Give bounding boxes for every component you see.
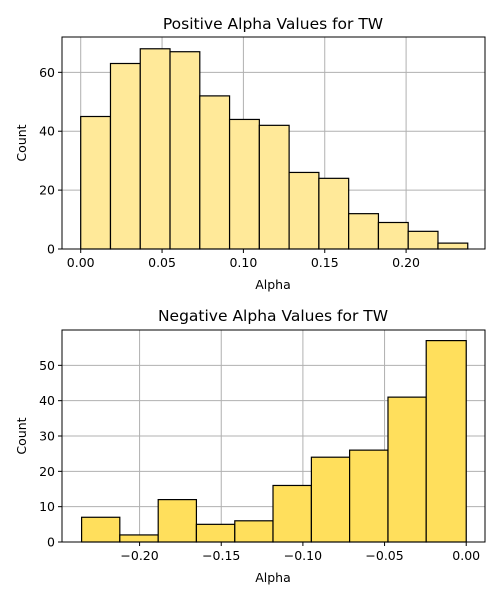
y-tick-label: 30 — [39, 429, 55, 444]
histogram-bar — [258, 124, 290, 250]
y-tick-label: 40 — [39, 124, 55, 139]
histogram-bar — [234, 520, 274, 543]
x-tick-label: 0.00 — [67, 255, 95, 270]
bars — [80, 48, 469, 250]
x-tick-label: −0.15 — [202, 548, 240, 563]
x-tick-label: −0.20 — [120, 548, 158, 563]
x-axis-label: Alpha — [255, 570, 291, 585]
chart-title: Positive Alpha Values for TW — [163, 15, 383, 33]
y-axis-label: Count — [14, 124, 29, 161]
x-tick-label: −0.10 — [284, 548, 322, 563]
chart-title: Negative Alpha Values for TW — [158, 307, 388, 325]
y-tick-label: 20 — [39, 183, 55, 198]
y-axis-ticks: 0 20 40 60 — [39, 65, 62, 257]
histogram-bar — [349, 449, 389, 543]
bars — [80, 340, 467, 543]
histogram-bar — [407, 230, 439, 250]
y-tick-label: 10 — [39, 499, 55, 514]
histogram-bar — [318, 177, 350, 250]
histogram-bar — [377, 221, 409, 250]
histogram-bar — [199, 95, 231, 250]
histogram-bar — [109, 62, 141, 250]
histogram-bar — [169, 51, 201, 250]
x-tick-label: −0.05 — [365, 548, 403, 563]
plot-frame — [61, 36, 486, 250]
x-tick-label: 0.00 — [452, 548, 480, 563]
y-axis-label: Count — [14, 417, 29, 454]
histogram-bar — [80, 516, 121, 543]
y-tick-label: 50 — [39, 358, 55, 373]
y-tick-label: 0 — [47, 535, 55, 550]
x-tick-label: 0.05 — [148, 255, 176, 270]
histogram-bar — [119, 534, 159, 543]
histogram-bar — [139, 48, 171, 250]
x-tick-label: 0.20 — [392, 255, 420, 270]
histogram-bar — [425, 340, 467, 543]
x-axis-label: Alpha — [255, 277, 291, 292]
x-tick-label: 0.15 — [311, 255, 339, 270]
y-tick-label: 60 — [39, 65, 55, 80]
x-axis-ticks: 0.00 0.05 0.10 0.15 0.20 — [67, 249, 420, 270]
histogram-bar — [195, 523, 236, 543]
y-tick-label: 0 — [47, 242, 55, 257]
x-axis-ticks: −0.20 −0.15 −0.10 −0.05 0.00 — [120, 542, 480, 563]
histogram-bar — [437, 242, 469, 250]
y-tick-label: 20 — [39, 464, 55, 479]
histogram-bar — [80, 115, 112, 250]
negative-alpha-histogram: Negative Alpha Values for TW Alpha Count… — [14, 307, 486, 585]
histogram-bar — [288, 171, 320, 250]
y-axis-ticks: 0 10 20 30 40 50 — [39, 358, 62, 550]
histogram-bar — [387, 396, 427, 543]
x-tick-label: 0.10 — [229, 255, 257, 270]
histogram-bar — [310, 456, 351, 543]
histogram-bar — [348, 213, 380, 250]
y-tick-label: 40 — [39, 393, 55, 408]
histogram-bar — [157, 499, 198, 543]
positive-alpha-histogram: Positive Alpha Values for TW Alpha Count… — [14, 15, 486, 292]
histogram-bar — [272, 484, 312, 543]
histogram-bar — [228, 118, 260, 250]
